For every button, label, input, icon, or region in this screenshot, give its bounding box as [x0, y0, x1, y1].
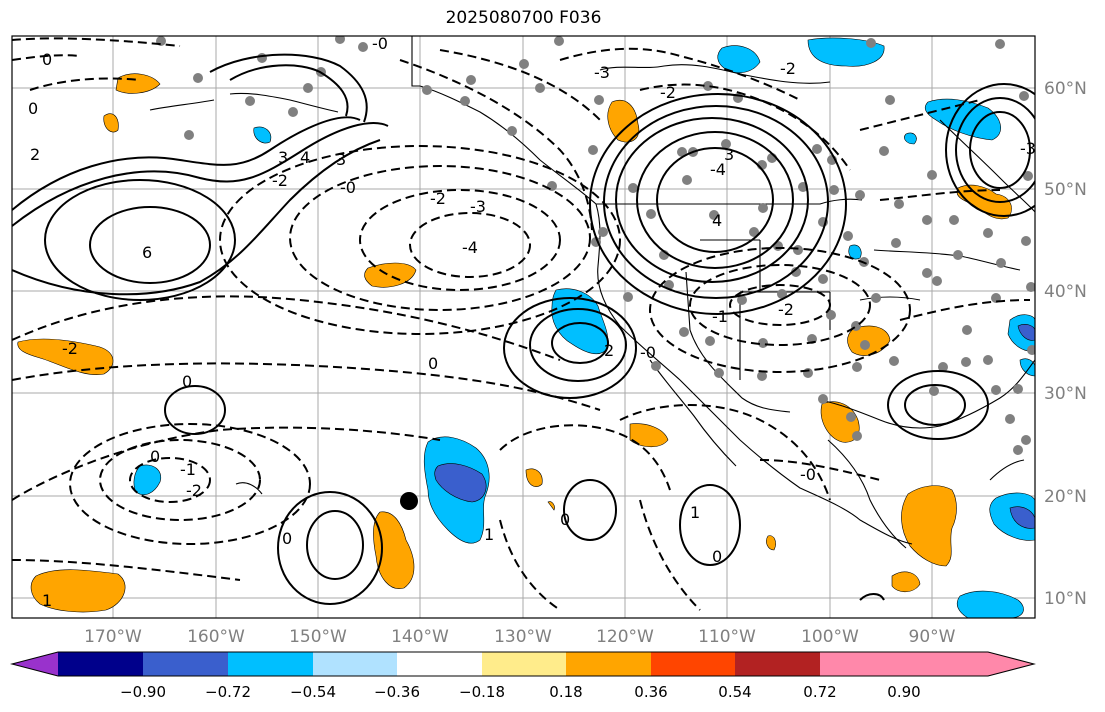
contour-label: -2: [62, 339, 78, 358]
latitude-labels: 60°N 50°N 40°N 30°N 20°N 10°N: [1044, 79, 1087, 609]
lon-label: 120°W: [596, 627, 654, 647]
map-panel: 0 0 2 3 4 -2 -4 3 -2 -3 -0 -4 0 -2 6 3 -…: [12, 34, 1036, 618]
contour-label: 2: [604, 341, 614, 360]
contour-label: -0: [372, 34, 388, 53]
contour-label: -2: [272, 171, 288, 190]
lon-label: 160°W: [187, 627, 245, 647]
colorbar-tick: −0.90: [120, 683, 166, 701]
colorbar-tick: 0.72: [803, 683, 836, 701]
contour-label: -2: [778, 300, 794, 319]
colorbar-segment: [313, 652, 397, 676]
colorbar-segment: [651, 652, 735, 676]
contour-label: 3: [278, 148, 288, 167]
contour-label: -3: [470, 197, 486, 216]
coastlines: [149, 36, 1035, 549]
contour-label: 3: [724, 145, 734, 164]
contour-label: -0: [340, 178, 356, 197]
contours-positive: [12, 53, 1035, 605]
contour-label: -3: [594, 63, 610, 82]
contour-label: 4: [712, 211, 722, 230]
colorbar-segment: [735, 652, 820, 676]
colorbar-tick: −0.18: [459, 683, 505, 701]
longitude-labels: 170°W 160°W 150°W 140°W 130°W 120°W 110°…: [84, 627, 956, 647]
colorbar-tick: −0.54: [290, 683, 336, 701]
contour-label: -0: [800, 465, 816, 484]
colorbar-tick: 0.90: [887, 683, 920, 701]
colorbar-tick: 0.36: [634, 683, 667, 701]
colorbar-extend-high: [904, 652, 1034, 676]
lon-label: 130°W: [494, 627, 552, 647]
lat-label: 60°N: [1044, 79, 1087, 99]
contour-label: 0: [150, 447, 160, 466]
colorbar-segment: [820, 652, 904, 676]
lat-label: 30°N: [1044, 384, 1087, 404]
colorbar-tick: 0.54: [718, 683, 751, 701]
contour-label: -1: [712, 307, 728, 326]
lat-label: 10°N: [1044, 589, 1087, 609]
colorbar-tick: 0.18: [549, 683, 582, 701]
colorbar-tick: −0.36: [374, 683, 420, 701]
colorbar: [10, 651, 1036, 677]
lon-label: 90°W: [909, 627, 956, 647]
contour-label: 1: [42, 591, 52, 610]
contour-label: -1: [180, 460, 196, 479]
contours-negative: [12, 37, 1031, 611]
contour-label: 0: [182, 372, 192, 391]
map-title: 2025080700 F036: [445, 8, 602, 28]
contour-label: 1: [690, 503, 700, 522]
map-border: [11, 35, 1036, 619]
contour-label: 1: [484, 525, 494, 544]
contour-label: -2: [430, 189, 446, 208]
contour-label: 0: [42, 50, 52, 69]
lon-label: 100°W: [801, 627, 859, 647]
marker-dot: [400, 492, 418, 510]
lon-label: 140°W: [391, 627, 449, 647]
contour-label: -3: [1020, 139, 1036, 158]
contour-label: 2: [30, 145, 40, 164]
contour-label: 3: [336, 150, 346, 169]
contour-label: 0: [28, 99, 38, 118]
colorbar-tick-labels: −0.90 −0.72 −0.54 −0.36 −0.18 0.18 0.36 …: [120, 683, 921, 701]
contour-label: 0: [282, 529, 292, 548]
lon-label: 150°W: [289, 627, 347, 647]
colorbar-segment: [482, 652, 566, 676]
contour-label: -2: [186, 481, 202, 500]
lon-label: 110°W: [698, 627, 756, 647]
colorbar-segment: [397, 652, 482, 676]
contour-label: -2: [780, 59, 796, 78]
colorbar-segment: [143, 652, 228, 676]
negative-anomaly-fills: [133, 37, 1035, 618]
contour-label: -4: [710, 160, 726, 179]
contour-label: 6: [142, 243, 152, 262]
contour-label: 4: [300, 148, 310, 167]
lat-label: 50°N: [1044, 180, 1087, 200]
contour-label: -4: [462, 238, 478, 257]
colorbar-segment: [228, 652, 313, 676]
contour-label: -0: [640, 343, 656, 362]
contour-labels: 0 0 2 3 4 -2 -4 3 -2 -3 -0 -4 0 -2 6 3 -…: [28, 34, 1036, 610]
positive-anomaly-fills: [17, 73, 1012, 613]
colorbar-segment: [58, 652, 143, 676]
lon-label: 170°W: [84, 627, 142, 647]
contour-label: 0: [712, 547, 722, 566]
lat-label: 40°N: [1044, 282, 1087, 302]
contour-label: -2: [660, 83, 676, 102]
colorbar-tick: −0.72: [205, 683, 251, 701]
colorbar-segment: [566, 652, 651, 676]
contour-label: 0: [428, 354, 438, 373]
colorbar-extend-low: [12, 652, 58, 676]
lat-label: 20°N: [1044, 487, 1087, 507]
contour-label: 0: [560, 510, 570, 529]
